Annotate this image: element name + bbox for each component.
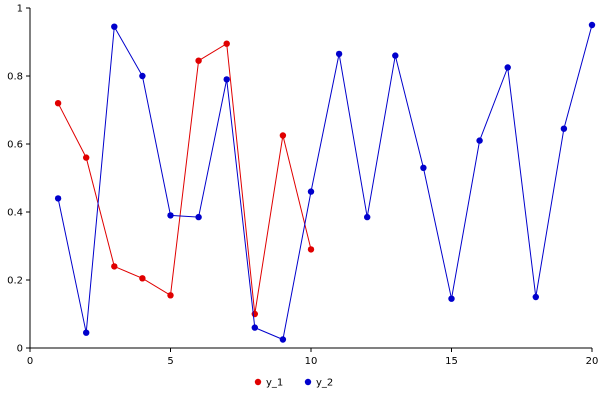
data-point-y_2 bbox=[223, 76, 230, 83]
x-tick-label: 5 bbox=[167, 356, 173, 367]
x-tick-label: 15 bbox=[445, 356, 458, 367]
legend-marker-y_2 bbox=[304, 378, 312, 386]
y-tick-label: 0.6 bbox=[7, 140, 23, 151]
data-point-y_1 bbox=[167, 292, 174, 299]
data-point-y_2 bbox=[54, 195, 62, 202]
y-tick-label: 0.2 bbox=[7, 276, 23, 287]
data-point-y_2 bbox=[279, 336, 287, 343]
data-point-y_2 bbox=[195, 213, 202, 221]
x-tick-label: 0 bbox=[27, 356, 33, 367]
data-point-y_2 bbox=[167, 212, 174, 219]
data-point-y_2 bbox=[307, 188, 315, 195]
series-line-y_1 bbox=[57, 42, 312, 315]
data-point-y_2 bbox=[504, 64, 511, 71]
data-point-y_1 bbox=[111, 263, 118, 270]
data-point-y_1 bbox=[307, 246, 315, 253]
data-point-y_2 bbox=[476, 137, 483, 144]
y-tick-label: 1 bbox=[17, 4, 23, 15]
data-point-y_2 bbox=[560, 125, 568, 132]
data-point-y_2 bbox=[139, 72, 146, 80]
data-point-y_1 bbox=[54, 100, 62, 107]
y-tick-label: 0.4 bbox=[7, 208, 23, 219]
data-point-y_2 bbox=[111, 23, 118, 30]
legend-marker-y_1 bbox=[254, 378, 262, 386]
data-point-y_1 bbox=[83, 154, 90, 161]
x-tick-label: 10 bbox=[305, 356, 318, 367]
data-point-y_2 bbox=[251, 324, 258, 331]
data-point-y_2 bbox=[83, 329, 90, 336]
data-point-y_1 bbox=[139, 275, 146, 282]
data-point-y_2 bbox=[364, 213, 371, 221]
data-point-y_2 bbox=[588, 21, 596, 29]
data-point-y_2 bbox=[448, 295, 455, 302]
data-point-y_1 bbox=[223, 40, 230, 47]
series-line-y_2 bbox=[57, 24, 593, 341]
y-tick-label: 0.8 bbox=[7, 72, 23, 83]
legend-label-y_2: y_2 bbox=[316, 378, 333, 389]
data-point-y_2 bbox=[420, 164, 427, 171]
y-tick-label: 0 bbox=[17, 344, 23, 355]
legend-label-y_1: y_1 bbox=[266, 378, 283, 389]
data-point-y_2 bbox=[335, 50, 343, 58]
data-point-y_2 bbox=[532, 293, 539, 301]
data-point-y_2 bbox=[392, 52, 399, 59]
x-tick-label: 20 bbox=[586, 356, 599, 367]
data-point-y_1 bbox=[195, 57, 202, 64]
data-point-y_1 bbox=[279, 132, 287, 139]
